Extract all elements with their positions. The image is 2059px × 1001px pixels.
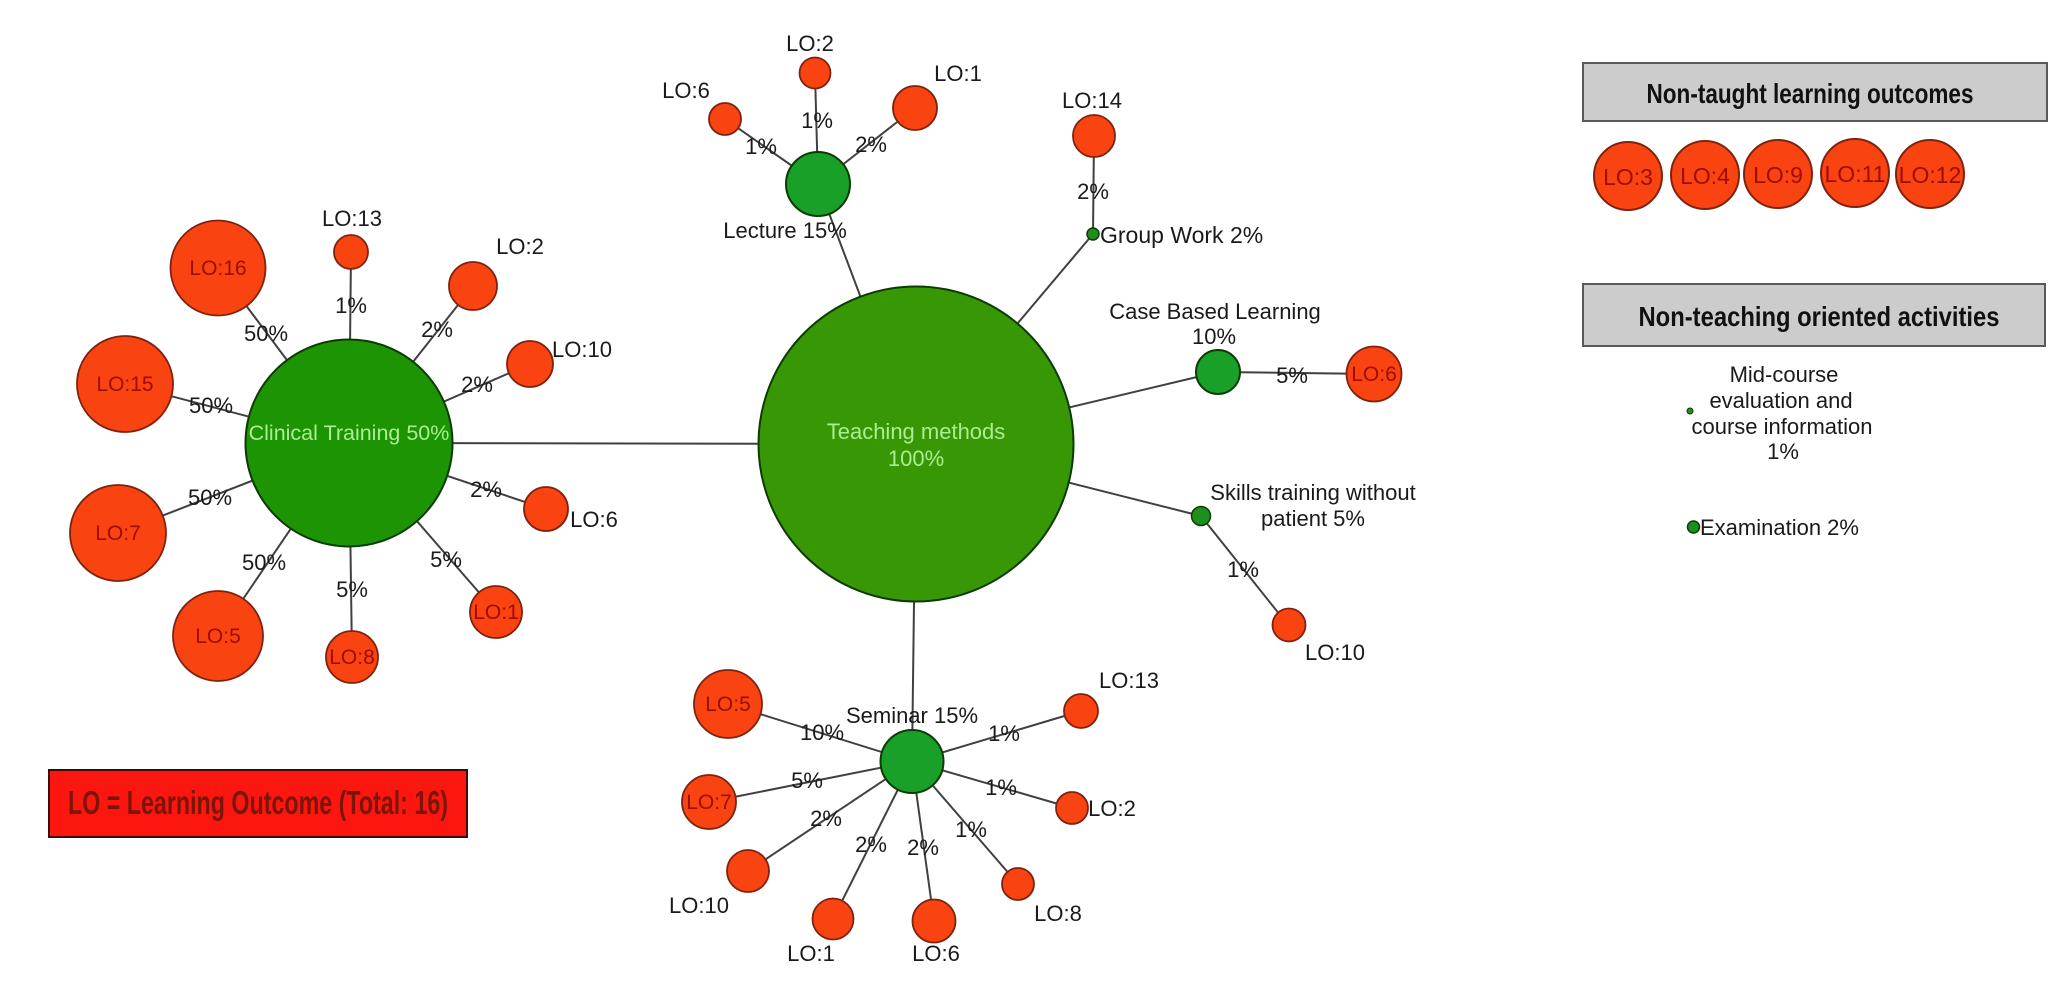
svg-text:50%: 50% — [244, 321, 288, 346]
svg-text:LO:13: LO:13 — [1099, 668, 1159, 693]
svg-text:Skills training without: Skills training without — [1210, 480, 1415, 505]
svg-text:5%: 5% — [791, 768, 823, 793]
svg-text:1%: 1% — [801, 108, 833, 133]
svg-text:LO:5: LO:5 — [705, 693, 751, 716]
svg-text:Lecture 15%: Lecture 15% — [723, 218, 847, 243]
svg-text:LO:1: LO:1 — [787, 941, 835, 966]
svg-text:1%: 1% — [1227, 557, 1259, 582]
svg-text:1%: 1% — [745, 134, 777, 159]
svg-text:1%: 1% — [988, 721, 1020, 746]
svg-text:course information: course information — [1692, 414, 1873, 439]
svg-text:LO:8: LO:8 — [329, 646, 375, 669]
svg-text:LO:11: LO:11 — [1825, 161, 1886, 187]
svg-text:Seminar 15%: Seminar 15% — [846, 703, 978, 728]
svg-text:100%: 100% — [888, 446, 944, 471]
svg-text:5%: 5% — [430, 547, 462, 572]
svg-text:LO:2: LO:2 — [496, 234, 544, 259]
svg-text:LO:3: LO:3 — [1603, 164, 1653, 190]
svg-text:1%: 1% — [335, 293, 367, 318]
svg-text:LO:7: LO:7 — [686, 791, 732, 814]
svg-text:LO:14: LO:14 — [1062, 88, 1122, 113]
svg-text:LO:6: LO:6 — [570, 507, 618, 532]
svg-text:2%: 2% — [855, 832, 887, 857]
svg-text:2%: 2% — [421, 317, 453, 342]
svg-text:1%: 1% — [1767, 439, 1799, 464]
svg-text:LO:2: LO:2 — [1088, 796, 1136, 821]
svg-text:LO:2: LO:2 — [786, 31, 834, 56]
svg-text:LO:10: LO:10 — [669, 893, 729, 918]
svg-text:LO = Learning Outcome (Total:: LO = Learning Outcome (Total: 16) — [68, 784, 448, 821]
svg-text:LO:16: LO:16 — [189, 257, 246, 280]
svg-text:LO:6: LO:6 — [662, 78, 710, 103]
svg-text:Non-teaching oriented activiti: Non-teaching oriented activities — [1639, 301, 2000, 332]
svg-text:2%: 2% — [461, 372, 493, 397]
svg-text:LO:13: LO:13 — [322, 206, 382, 231]
svg-text:LO:7: LO:7 — [95, 522, 141, 545]
svg-text:LO:1: LO:1 — [473, 601, 519, 624]
svg-text:50%: 50% — [188, 485, 232, 510]
svg-text:Mid-course: Mid-course — [1730, 362, 1839, 387]
svg-text:2%: 2% — [810, 806, 842, 831]
svg-text:50%: 50% — [189, 393, 233, 418]
svg-text:Case Based Learning: Case Based Learning — [1109, 299, 1321, 324]
svg-text:LO:9: LO:9 — [1753, 162, 1803, 188]
svg-text:Examination 2%: Examination 2% — [1700, 515, 1859, 540]
svg-text:LO:1: LO:1 — [934, 61, 982, 86]
svg-text:5%: 5% — [1276, 363, 1308, 388]
svg-text:Teaching methods: Teaching methods — [827, 419, 1006, 444]
svg-text:LO:10: LO:10 — [552, 337, 612, 362]
svg-text:2%: 2% — [855, 132, 887, 157]
svg-text:2%: 2% — [470, 477, 502, 502]
svg-text:10%: 10% — [800, 720, 844, 745]
svg-text:Clinical Training 50%: Clinical Training 50% — [249, 421, 450, 445]
svg-text:LO:12: LO:12 — [1899, 162, 1962, 188]
svg-text:patient 5%: patient 5% — [1261, 506, 1365, 531]
svg-text:LO:4: LO:4 — [1680, 163, 1730, 189]
svg-text:LO:8: LO:8 — [1034, 901, 1082, 926]
svg-text:2%: 2% — [907, 835, 939, 860]
svg-text:5%: 5% — [336, 577, 368, 602]
svg-text:LO:6: LO:6 — [1351, 363, 1397, 386]
svg-text:50%: 50% — [242, 550, 286, 575]
svg-text:Group Work 2%: Group Work 2% — [1100, 222, 1263, 248]
svg-text:evaluation and: evaluation and — [1709, 388, 1852, 413]
svg-text:1%: 1% — [955, 817, 987, 842]
svg-text:10%: 10% — [1192, 324, 1236, 349]
svg-text:2%: 2% — [1077, 179, 1109, 204]
svg-text:LO:5: LO:5 — [195, 625, 241, 648]
svg-text:Non-taught learning outcomes: Non-taught learning outcomes — [1647, 78, 1974, 109]
svg-text:LO:6: LO:6 — [912, 941, 960, 966]
svg-text:1%: 1% — [985, 775, 1017, 800]
svg-text:LO:15: LO:15 — [96, 373, 153, 396]
svg-text:LO:10: LO:10 — [1305, 640, 1365, 665]
